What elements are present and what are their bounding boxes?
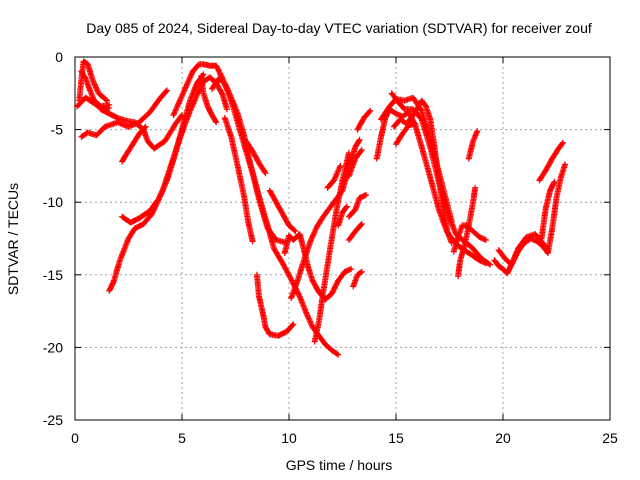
series-arc-15	[266, 187, 299, 235]
data-marker-path	[324, 162, 344, 191]
y-axis-label: SDTVAR / TECUs	[5, 183, 21, 295]
x-tick-label: 10	[281, 430, 297, 446]
data-marker-path	[495, 231, 551, 268]
series-arc-35	[495, 231, 551, 268]
data-marker-path	[311, 149, 352, 345]
series-arc-21	[345, 221, 365, 243]
data-marker-path	[221, 115, 256, 245]
data-marker-path	[544, 161, 569, 256]
data-marker-path	[393, 120, 419, 148]
series-arc-29	[378, 94, 455, 225]
series-arc-08	[119, 71, 207, 226]
data-marker-path	[335, 203, 350, 229]
series-arc-38	[536, 139, 566, 184]
y-tick-label: -25	[43, 412, 63, 428]
series-arc-37	[538, 178, 558, 242]
x-tick-label: 15	[388, 430, 404, 446]
series-arc-24	[345, 146, 365, 180]
data-markers	[74, 58, 569, 358]
y-tick-label: -20	[43, 339, 63, 355]
x-tick-label: 0	[71, 430, 79, 446]
series-arc-32	[455, 184, 479, 280]
series-arc-03	[78, 68, 113, 110]
data-marker-path	[198, 72, 220, 126]
data-marker-path	[455, 184, 479, 280]
y-tick-label: -15	[43, 267, 63, 283]
y-tick-label: -5	[51, 122, 64, 138]
data-marker-path	[266, 187, 299, 235]
y-tick-label: 0	[55, 49, 63, 65]
series-arc-12	[221, 115, 256, 245]
data-marker-path	[378, 94, 455, 225]
data-marker-path	[119, 71, 207, 226]
series-arc-14	[253, 271, 297, 339]
series-arc-33	[465, 128, 481, 162]
series-arc-10	[198, 72, 220, 126]
data-marker-path	[119, 123, 149, 165]
chart-title: Day 085 of 2024, Sidereal Day-to-day VTE…	[86, 20, 592, 36]
series-arc-19	[324, 162, 344, 191]
x-tick-label: 25	[602, 430, 618, 446]
series-arc-18	[311, 149, 352, 345]
data-marker-path	[243, 138, 269, 177]
x-tick-label: 5	[178, 430, 186, 446]
series-arc-22	[345, 191, 369, 220]
data-marker-path	[350, 268, 365, 290]
x-axis-label: GPS time / hours	[286, 457, 393, 473]
x-tick-label: 20	[495, 430, 511, 446]
data-marker-path	[78, 68, 113, 110]
series-arc-13	[243, 138, 269, 177]
data-marker-path	[538, 178, 558, 242]
data-marker-path	[106, 74, 230, 294]
y-tick-label: -10	[43, 194, 63, 210]
series-arc-07	[106, 74, 230, 294]
data-marker-path	[345, 146, 365, 180]
series-arc-06	[119, 123, 149, 165]
series-arc-30	[393, 120, 419, 148]
series-arc-25	[354, 107, 374, 133]
plot-frame	[74, 56, 611, 421]
data-marker-path	[536, 139, 566, 184]
data-marker-path	[345, 221, 365, 243]
data-marker-path	[253, 271, 297, 339]
data-marker-path	[345, 191, 369, 220]
series-arc-23	[350, 268, 365, 290]
series-arc-36	[544, 161, 569, 256]
data-marker-path	[354, 107, 374, 133]
series-arc-20	[335, 203, 350, 229]
axis-ticks: 0 5 10 15 20 25 0 -5 -10 -15 -20 -25	[43, 49, 618, 446]
data-marker-path	[465, 128, 481, 162]
